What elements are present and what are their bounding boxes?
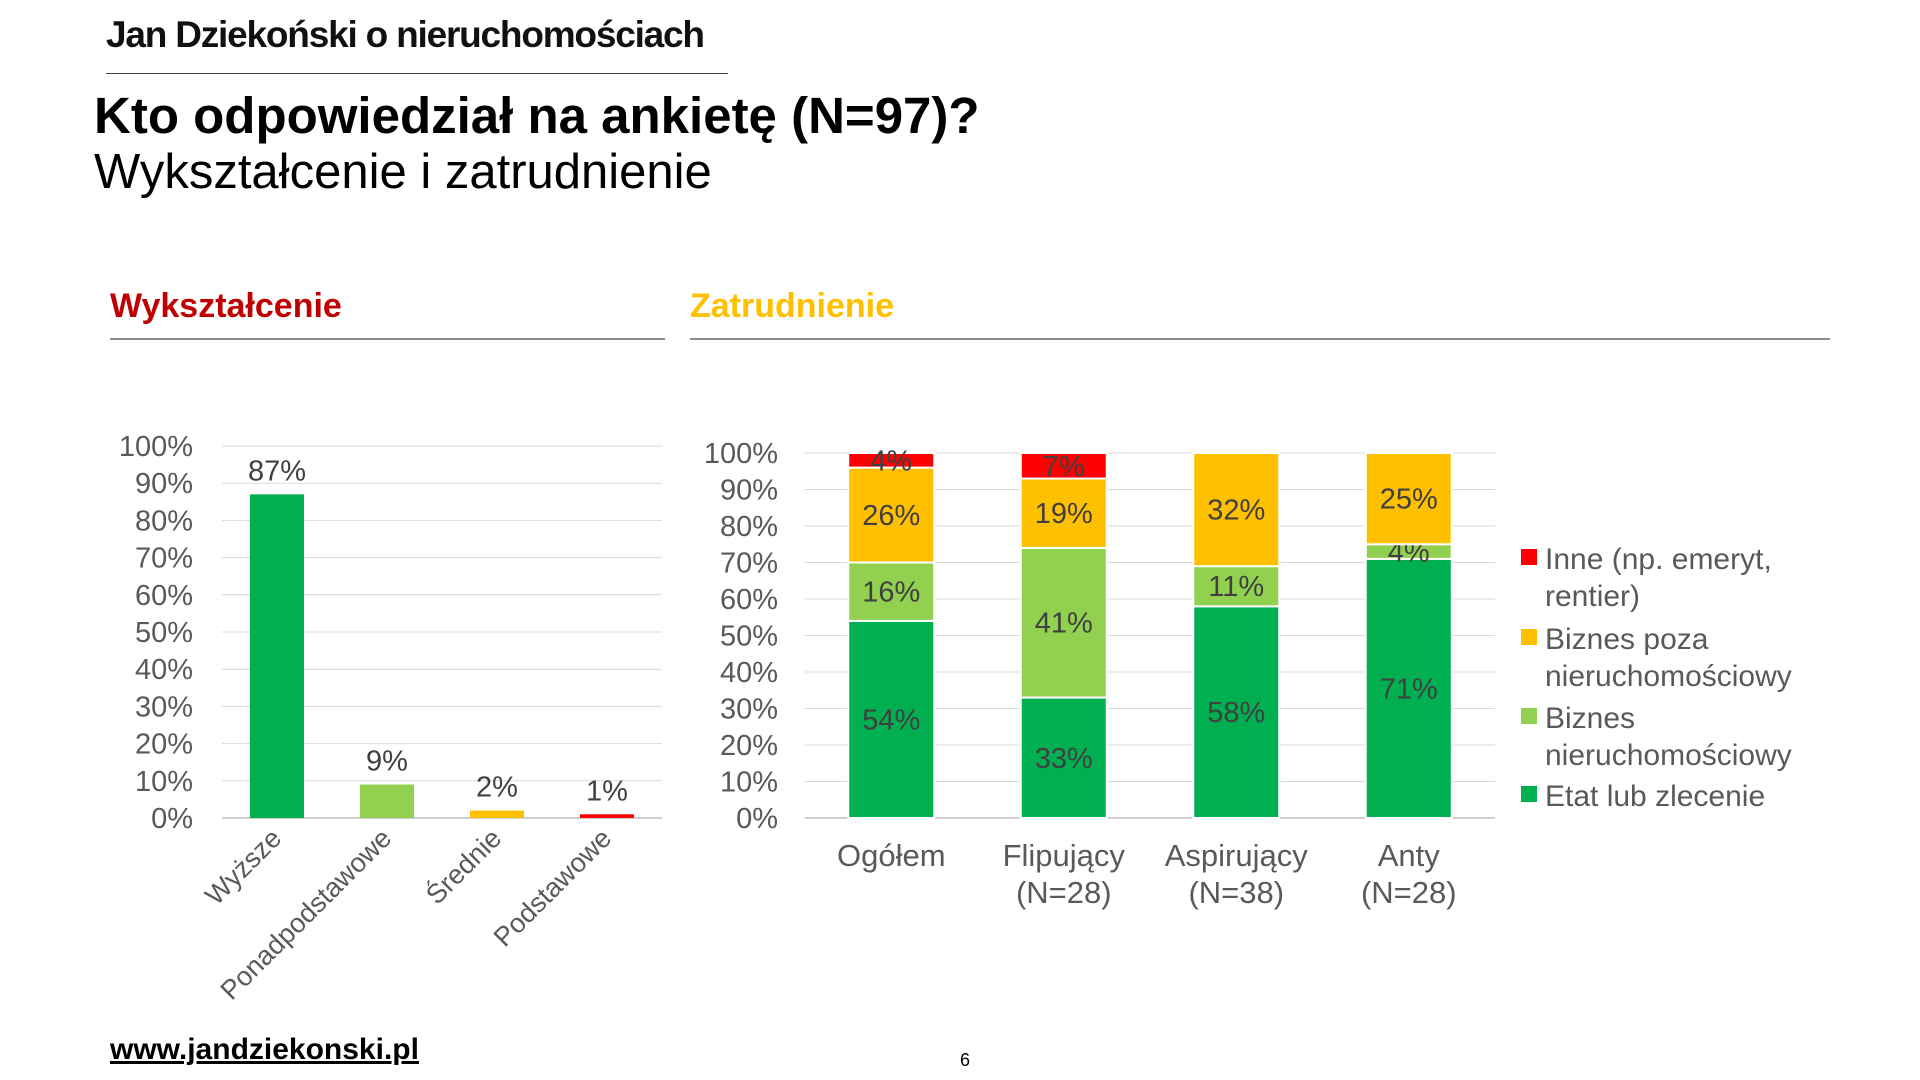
employment-data-label: 16% <box>862 577 920 609</box>
employment-data-label: 19% <box>1035 498 1093 530</box>
employment-legend-label: Biznes nieruchomościowy <box>1545 702 1792 772</box>
employment-data-label: 54% <box>862 704 920 736</box>
employment-y-tick-label: 50% <box>720 621 778 653</box>
education-y-tick-label: 30% <box>135 691 193 723</box>
page-number: 6 <box>960 1050 971 1070</box>
education-bar <box>580 814 634 818</box>
employment-legend-swatch <box>1521 786 1537 802</box>
employment-y-tick-label: 90% <box>720 475 778 507</box>
employment-bar-segment <box>847 452 936 469</box>
education-bar <box>250 494 304 818</box>
employment-y-tick-label: 70% <box>720 548 778 580</box>
employment-y-tick-label: 30% <box>720 694 778 726</box>
education-y-tick-label: 20% <box>135 729 193 761</box>
employment-data-label: 41% <box>1035 608 1093 640</box>
employment-legend-swatch <box>1521 708 1537 724</box>
page-title: Kto odpowiedział na ankietę (N=97)? <box>94 87 980 144</box>
education-y-tick-label: 70% <box>135 543 193 575</box>
employment-category-label: Aspirujący (N=38) <box>1165 838 1308 910</box>
employment-data-label: 33% <box>1035 743 1093 775</box>
education-y-tick-label: 40% <box>135 654 193 686</box>
employment-category-label: Flipujący (N=28) <box>1003 838 1126 910</box>
employment-y-tick-label: 20% <box>720 730 778 762</box>
employment-chart: 0% 10% 20% 30% 40% 50% 60% 70% 80% 90% 100% 54% 16% 2… <box>704 438 1792 910</box>
employment-data-label: 4% <box>870 445 912 477</box>
employment-bar-segment <box>847 466 936 564</box>
employment-legend-swatch <box>1521 549 1537 565</box>
employment-section-rule <box>690 338 1830 340</box>
employment-y-tick-label: 80% <box>720 511 778 543</box>
employment-bar-segment <box>1019 546 1108 699</box>
employment-bar-segment <box>1019 696 1108 819</box>
education-y-tick-label: 90% <box>135 468 193 500</box>
employment-bar-segment <box>1019 452 1108 480</box>
employment-bar-segment <box>1364 557 1453 819</box>
employment-legend-label: Etat lub zlecenie <box>1545 780 1765 813</box>
website-link[interactable]: www.jandziekonski.pl <box>110 1033 419 1066</box>
employment-legend-swatch <box>1521 629 1537 645</box>
education-y-tick-label: 100% <box>119 431 193 463</box>
education-data-label: 9% <box>366 746 408 778</box>
employment-y-tick-label: 60% <box>720 584 778 616</box>
page-subtitle: Wykształcenie i zatrudnienie <box>94 145 712 199</box>
employment-y-tick-label: 40% <box>720 657 778 689</box>
education-bar <box>470 810 524 818</box>
employment-data-label: 7% <box>1043 451 1085 483</box>
employment-data-label: 58% <box>1207 697 1265 729</box>
education-bar <box>360 784 414 818</box>
employment-y-tick-label: 0% <box>736 803 778 835</box>
education-y-tick-label: 80% <box>135 505 193 537</box>
employment-bar-segment <box>1019 477 1108 549</box>
employment-bar-segment <box>1364 452 1453 546</box>
employment-legend-label: Inne (np. emeryt, rentier) <box>1545 543 1772 613</box>
employment-data-label: 32% <box>1207 495 1265 527</box>
employment-bar-segment <box>1192 605 1281 819</box>
brand-name: Jan Dziekoński o nieruchomościach <box>106 14 705 55</box>
employment-bar-segment <box>847 561 936 622</box>
education-y-tick-label: 10% <box>135 766 193 798</box>
education-section-title: Wykształcenie <box>110 287 342 325</box>
brand-underline <box>106 73 728 74</box>
employment-data-label: 25% <box>1380 484 1438 516</box>
employment-y-tick-label: 100% <box>704 438 778 470</box>
education-data-label: 1% <box>586 775 628 807</box>
employment-category-label: Anty (N=28) <box>1361 838 1457 910</box>
education-y-tick-label: 60% <box>135 580 193 612</box>
employment-section-title: Zatrudnienie <box>690 287 895 325</box>
education-y-tick-label: 0% <box>151 803 193 835</box>
employment-data-label: 11% <box>1208 571 1264 603</box>
employment-data-label: 71% <box>1380 673 1438 705</box>
education-data-label: 87% <box>248 455 306 487</box>
employment-category-label: Ogółem <box>837 838 946 873</box>
employment-data-label: 26% <box>862 500 920 532</box>
education-data-label: 2% <box>476 772 518 804</box>
employment-y-tick-label: 10% <box>720 767 778 799</box>
employment-bar-segment <box>847 619 936 820</box>
education-section-rule <box>110 338 665 340</box>
employment-legend-label: Biznes poza nieruchomościowy <box>1545 623 1792 693</box>
education-y-tick-label: 50% <box>135 617 193 649</box>
education-chart: 0%10%20%30%40%50%60%70%80%90%100%87%Wyżs… <box>119 431 662 1006</box>
employment-bar-segment <box>1192 452 1281 568</box>
